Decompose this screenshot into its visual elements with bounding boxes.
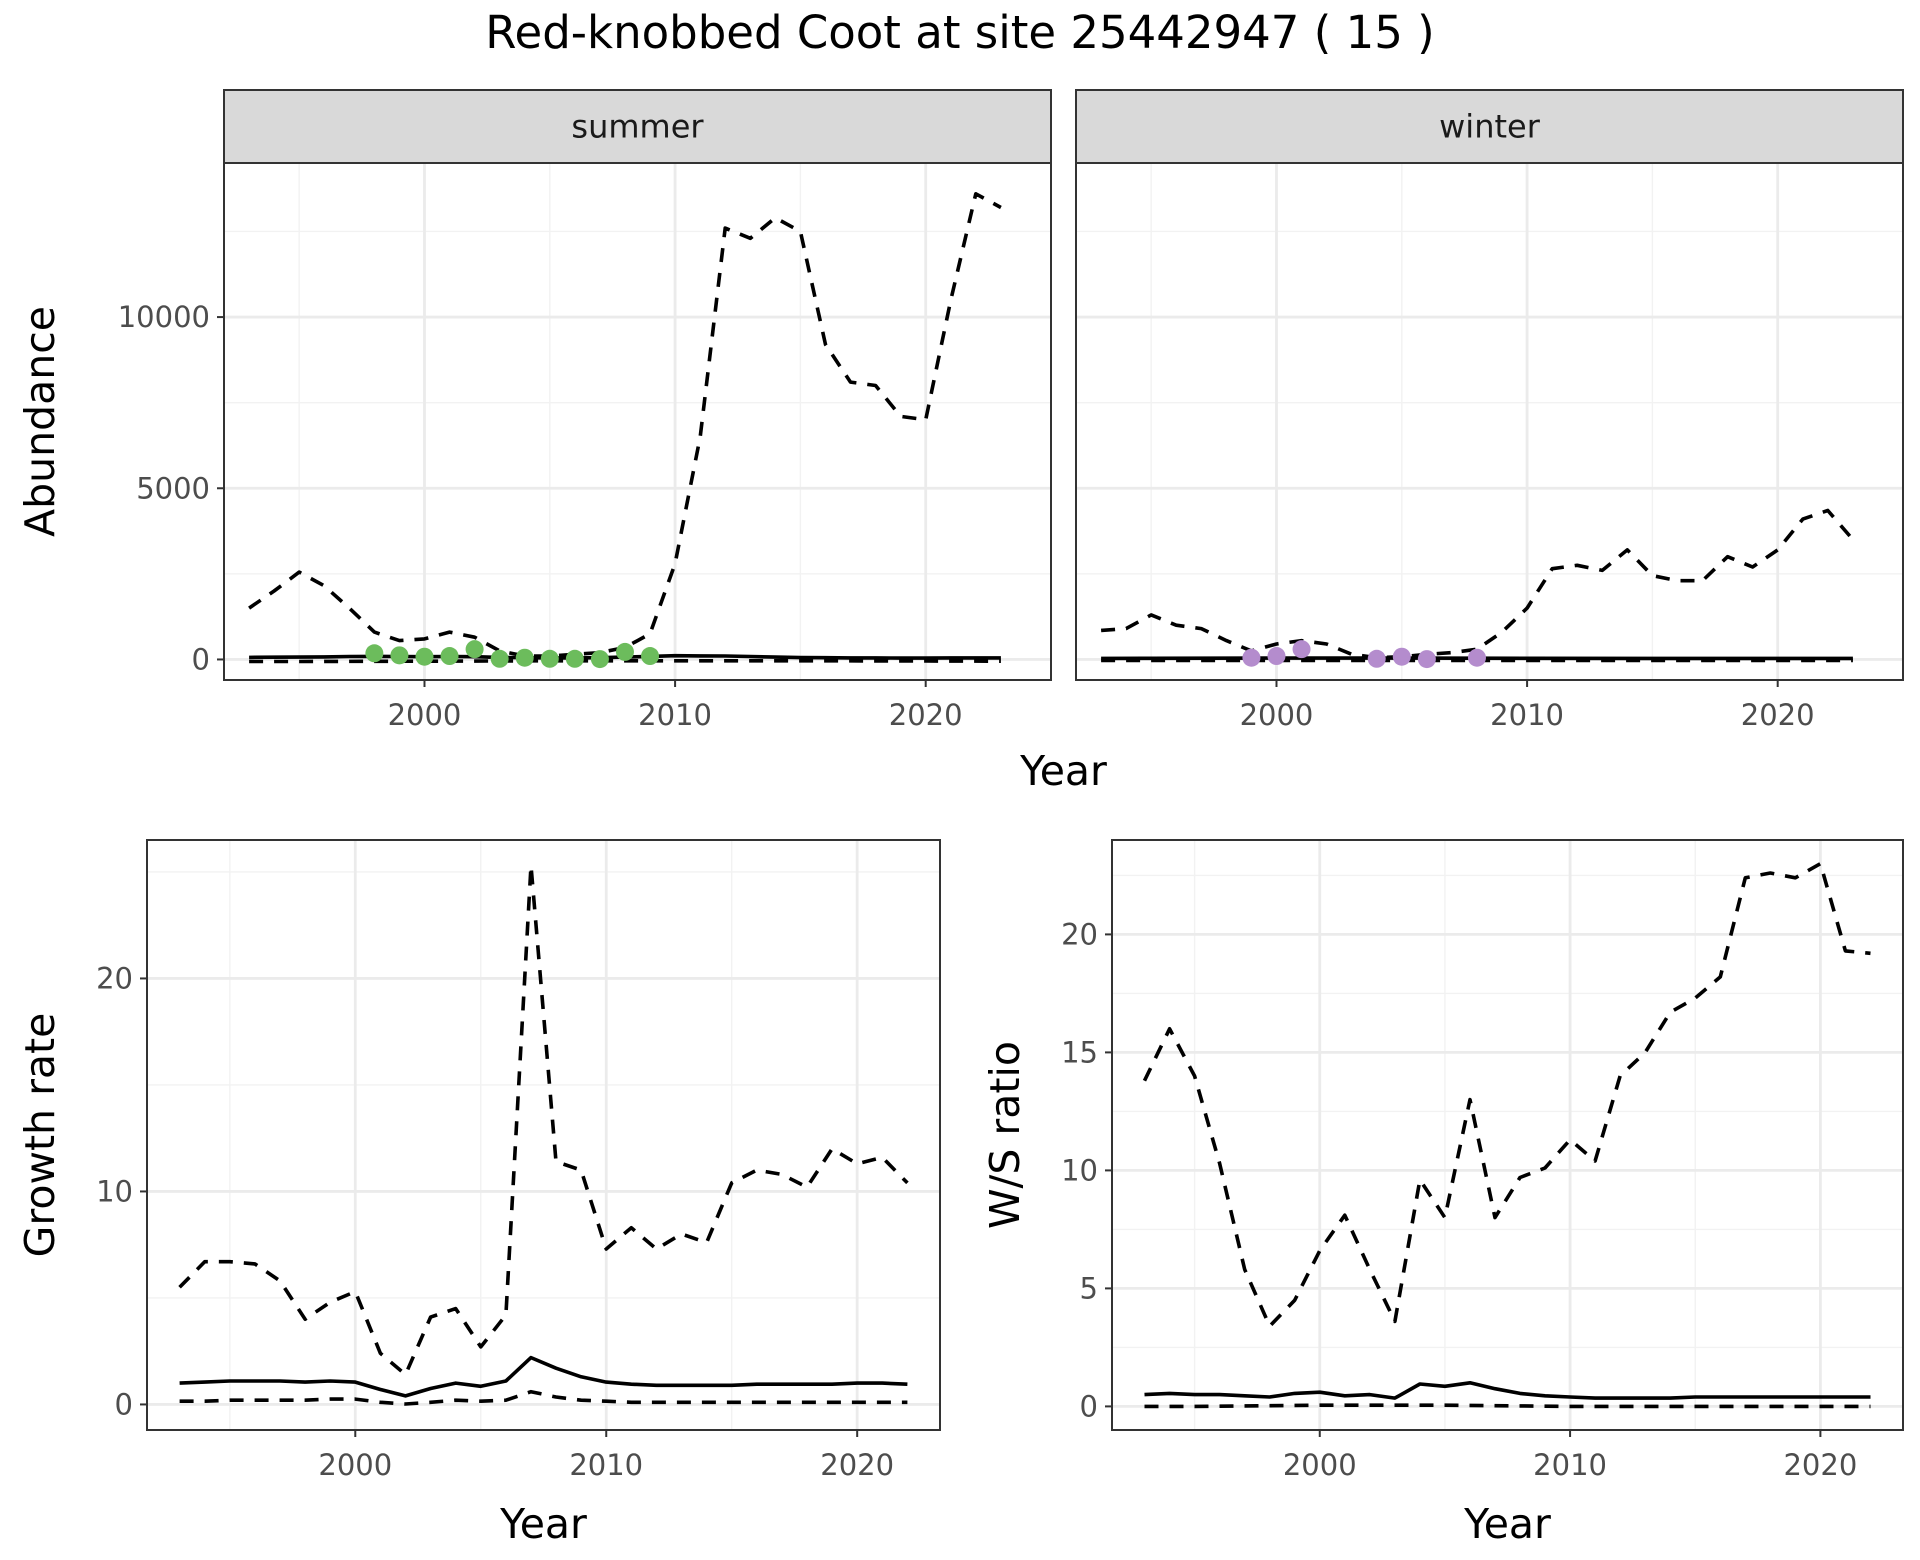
series-line-solid-1 [1144,1381,1871,1400]
x-axis-title-shared: Year [1019,747,1107,795]
data-point [641,647,660,666]
panel-4: 2000 2010 2020 0 5 10 15 20 W/S ratio Year [981,839,1904,1548]
y-tick-label: 0 [1080,1389,1098,1423]
panel-1: summer 2000 2010 2020 0 5000 10000 Abundance [16,89,1052,732]
y-tick-label: 15 [1061,1035,1098,1069]
y-tick-label: 20 [1061,917,1098,951]
series-line-dashed-3 [249,659,1001,664]
y-tick-label: 10 [1061,1153,1098,1187]
data-point [1292,640,1311,659]
x-tick-label: 2010 [638,698,712,732]
data-point [515,648,534,667]
series-line-solid-1 [179,1355,908,1398]
data-point [1417,650,1436,669]
panel-border [146,839,941,1431]
series-group [1142,861,1871,1409]
series-group [248,192,1002,669]
data-point [490,649,509,668]
data-point [390,646,409,665]
data-point [540,649,559,668]
panel-3: 2000 2010 2020 0 10 20 Growth rate Year [16,839,941,1548]
x-tick-label: 2000 [318,1448,392,1482]
x-tick-label: 2020 [820,1448,894,1482]
series-line-dashed-2 [178,863,909,1377]
x-tick-label: 2020 [1741,698,1815,732]
x-tick-label: 2010 [569,1448,643,1482]
y-tick-label: 5 [1080,1271,1098,1305]
figure-title: Red-knobbed Coot at site 25442947 ( 15 ) [485,6,1434,59]
series-line-dashed-3 [1144,1403,1871,1409]
data-point [1267,647,1286,666]
y-tick-label: 20 [96,961,133,995]
y-tick-label: 10000 [118,300,210,334]
y-tick-label: 0 [115,1387,133,1421]
y-axis-title: Growth rate [16,1013,64,1258]
data-point [1367,649,1386,668]
y-tick-label: 5000 [136,471,210,505]
panel-2: winter 2000 2010 2020 [1075,89,1904,732]
y-axis-title: Abundance [16,306,64,537]
x-axis-title: Year [1463,1500,1551,1548]
x-tick-label: 2010 [1490,698,1564,732]
series-line-dashed-2 [1142,861,1871,1328]
x-tick-label: 2000 [1240,698,1314,732]
data-point [465,640,484,659]
facet-strip [223,89,1052,164]
x-tick-label: 2000 [1283,1448,1357,1482]
series-line-dashed-2 [1100,508,1855,660]
x-tick-label: 2020 [889,698,963,732]
panel-border [1111,839,1904,1431]
x-tick-label: 2020 [1783,1448,1857,1482]
series-group [178,863,909,1406]
x-tick-label: 2010 [1533,1448,1607,1482]
data-point [365,644,384,663]
y-tick-label: 0 [192,642,210,676]
series-group [1100,508,1855,669]
facet-label: summer [571,108,704,146]
y-tick-label: 10 [96,1174,133,1208]
facet-label: winter [1439,108,1541,146]
x-axis-title: Year [499,1500,587,1548]
series-line-dashed-2 [248,192,1002,658]
data-point [615,642,634,661]
data-point [565,649,584,668]
data-point [415,647,434,666]
facet-strip [1075,89,1904,164]
data-point [440,647,459,666]
x-tick-label: 2000 [388,698,462,732]
data-point [590,650,609,669]
data-point [1392,647,1411,666]
data-point [1242,648,1261,667]
series-line-dashed-3 [179,1389,908,1406]
data-point [1467,648,1486,667]
y-axis-title: W/S ratio [981,1041,1029,1229]
